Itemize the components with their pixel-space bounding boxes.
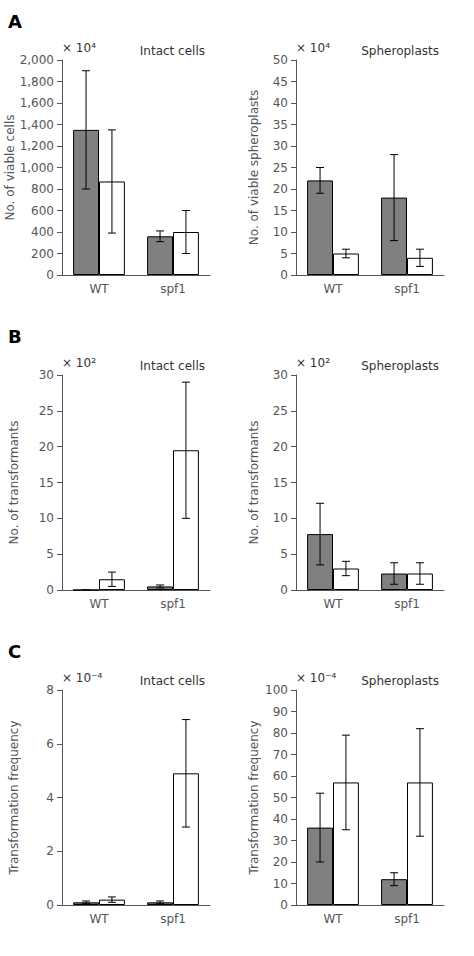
svg-text:spf1: spf1	[394, 597, 420, 611]
svg-text:spf1: spf1	[160, 282, 186, 296]
svg-text:Intact cells: Intact cells	[140, 359, 205, 373]
svg-text:A: A	[8, 11, 22, 32]
svg-text:2: 2	[46, 844, 54, 858]
svg-text:No. of viable spheroplasts: No. of viable spheroplasts	[247, 90, 261, 245]
svg-text:spf1: spf1	[160, 912, 186, 926]
svg-text:spf1: spf1	[160, 597, 186, 611]
svg-text:spf1: spf1	[394, 912, 420, 926]
svg-text:No. of viable cells: No. of viable cells	[3, 115, 17, 221]
svg-text:5: 5	[280, 247, 288, 261]
svg-text:0: 0	[280, 268, 288, 282]
svg-text:5: 5	[46, 547, 54, 561]
svg-text:30: 30	[273, 139, 288, 153]
svg-text:15: 15	[273, 476, 288, 490]
svg-text:40: 40	[273, 96, 288, 110]
svg-text:WT: WT	[89, 912, 109, 926]
svg-text:× 10⁻⁴: × 10⁻⁴	[62, 671, 102, 685]
svg-text:× 10²: × 10²	[296, 356, 330, 370]
svg-text:60: 60	[273, 769, 288, 783]
svg-text:50: 50	[273, 53, 288, 67]
svg-text:600: 600	[31, 204, 54, 218]
svg-text:20: 20	[273, 182, 288, 196]
svg-text:15: 15	[273, 204, 288, 218]
svg-text:WT: WT	[323, 282, 343, 296]
svg-text:0: 0	[46, 268, 54, 282]
svg-text:6: 6	[46, 737, 54, 751]
svg-text:× 10⁴: × 10⁴	[296, 41, 330, 55]
svg-text:100: 100	[265, 683, 288, 697]
svg-text:1,600: 1,600	[20, 96, 54, 110]
svg-text:5: 5	[280, 547, 288, 561]
svg-text:50: 50	[273, 791, 288, 805]
svg-text:30: 30	[273, 834, 288, 848]
svg-text:25: 25	[273, 404, 288, 418]
svg-text:40: 40	[273, 812, 288, 826]
svg-text:10: 10	[273, 511, 288, 525]
svg-text:0: 0	[280, 898, 288, 912]
svg-text:× 10⁻⁴: × 10⁻⁴	[296, 671, 336, 685]
svg-text:30: 30	[273, 368, 288, 382]
svg-text:× 10²: × 10²	[62, 356, 96, 370]
svg-text:WT: WT	[323, 597, 343, 611]
svg-text:0: 0	[280, 583, 288, 597]
svg-text:WT: WT	[323, 912, 343, 926]
svg-text:1,000: 1,000	[20, 161, 54, 175]
svg-text:15: 15	[39, 476, 54, 490]
svg-text:10: 10	[273, 225, 288, 239]
svg-text:90: 90	[273, 705, 288, 719]
svg-text:4: 4	[46, 791, 54, 805]
svg-text:1,200: 1,200	[20, 139, 54, 153]
svg-text:Intact cells: Intact cells	[140, 44, 205, 58]
svg-text:800: 800	[31, 182, 54, 196]
svg-text:45: 45	[273, 75, 288, 89]
svg-text:1,800: 1,800	[20, 75, 54, 89]
svg-text:C: C	[8, 641, 21, 662]
svg-text:Transformation frequency: Transformation frequency	[247, 720, 261, 875]
svg-text:0: 0	[46, 583, 54, 597]
svg-text:25: 25	[39, 404, 54, 418]
svg-text:No. of transformants: No. of transformants	[247, 421, 261, 545]
svg-text:20: 20	[39, 440, 54, 454]
svg-text:Spheroplasts: Spheroplasts	[361, 44, 439, 58]
svg-text:70: 70	[273, 748, 288, 762]
svg-text:35: 35	[273, 118, 288, 132]
svg-text:spf1: spf1	[394, 282, 420, 296]
svg-text:10: 10	[39, 511, 54, 525]
svg-text:20: 20	[273, 855, 288, 869]
svg-text:1,400: 1,400	[20, 118, 54, 132]
svg-text:WT: WT	[89, 597, 109, 611]
svg-text:Spheroplasts: Spheroplasts	[361, 674, 439, 688]
svg-text:8: 8	[46, 683, 54, 697]
svg-text:80: 80	[273, 726, 288, 740]
svg-text:Spheroplasts: Spheroplasts	[361, 359, 439, 373]
svg-text:WT: WT	[89, 282, 109, 296]
svg-text:× 10⁴: × 10⁴	[62, 41, 96, 55]
svg-text:Transformation frequency: Transformation frequency	[7, 720, 21, 875]
svg-text:B: B	[8, 326, 22, 347]
svg-text:30: 30	[39, 368, 54, 382]
svg-text:10: 10	[273, 877, 288, 891]
svg-text:200: 200	[31, 247, 54, 261]
svg-text:No. of transformants: No. of transformants	[7, 421, 21, 545]
svg-text:Intact cells: Intact cells	[140, 674, 205, 688]
svg-text:25: 25	[273, 161, 288, 175]
svg-text:0: 0	[46, 898, 54, 912]
svg-text:2,000: 2,000	[20, 53, 54, 67]
svg-text:20: 20	[273, 440, 288, 454]
svg-text:400: 400	[31, 225, 54, 239]
